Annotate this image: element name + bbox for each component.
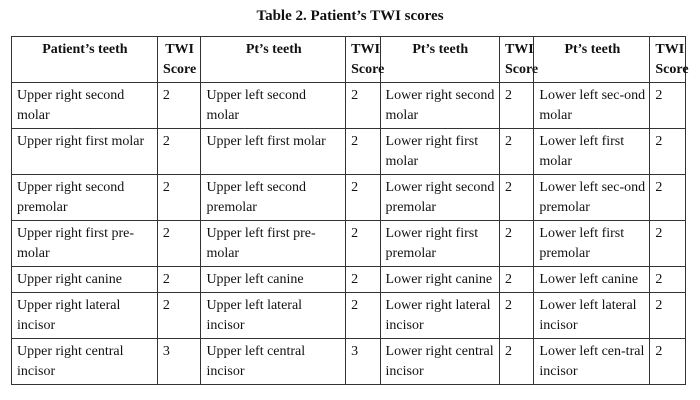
header-twi-score: TWI Score <box>498 36 538 83</box>
tooth-cell: Upper left first molar <box>200 128 347 175</box>
tooth-cell: Upper right second premolar <box>11 174 158 221</box>
tooth-cell: Upper left second molar <box>200 82 347 129</box>
header-patients-teeth: Patient’s teeth <box>11 36 158 83</box>
tooth-cell: Upper left first pre-molar <box>200 220 347 267</box>
header-pts-teeth: Pt’s teeth <box>533 36 651 83</box>
score-cell: 2 <box>156 128 202 175</box>
score-cell: 2 <box>498 128 535 175</box>
tooth-cell: Lower right first molar <box>379 128 500 175</box>
score-cell: 2 <box>345 82 381 129</box>
table-row: Upper right central incisor 3 Upper left… <box>11 338 686 385</box>
score-cell: 2 <box>345 174 381 221</box>
score-cell: 2 <box>156 220 202 267</box>
score-cell: 2 <box>156 174 202 221</box>
score-cell: 2 <box>649 220 686 267</box>
score-cell: 2 <box>649 174 686 221</box>
twi-scores-table: Patient’s teeth TWI Score Pt’s teeth TWI… <box>11 36 689 385</box>
score-cell: 2 <box>498 220 535 267</box>
header-twi-score: TWI Score <box>649 36 689 83</box>
score-cell: 2 <box>498 266 535 293</box>
table-row: Upper right second premolar 2 Upper left… <box>11 174 686 221</box>
tooth-cell: Upper right canine <box>11 266 158 293</box>
tooth-cell: Lower left lateral incisor <box>533 292 651 339</box>
table-row: Upper right lateral incisor 2 Upper left… <box>11 292 686 339</box>
tooth-cell: Upper left canine <box>200 266 347 293</box>
score-cell: 2 <box>649 82 686 129</box>
tooth-cell: Lower left first premolar <box>533 220 651 267</box>
score-cell: 2 <box>498 174 535 221</box>
score-cell: 2 <box>156 266 202 293</box>
tooth-cell: Upper right central incisor <box>11 338 158 385</box>
tooth-cell: Lower right second premolar <box>379 174 500 221</box>
tooth-cell: Lower right central incisor <box>379 338 500 385</box>
table-row: Upper right second molar 2 Upper left se… <box>11 82 686 129</box>
tooth-cell: Lower left canine <box>533 266 651 293</box>
score-cell: 2 <box>498 292 535 339</box>
tooth-cell: Upper right second molar <box>11 82 158 129</box>
tooth-cell: Lower right canine <box>379 266 500 293</box>
table-row: Upper right first molar 2 Upper left fir… <box>11 128 686 175</box>
score-cell: 2 <box>649 266 686 293</box>
score-cell: 2 <box>345 266 381 293</box>
tooth-cell: Upper right first pre-molar <box>11 220 158 267</box>
table-caption: Table 2. Patient’s TWI scores <box>256 8 444 24</box>
table-header-row: Patient’s teeth TWI Score Pt’s teeth TWI… <box>11 36 689 83</box>
score-cell: 2 <box>498 338 535 385</box>
score-cell: 2 <box>649 128 686 175</box>
tooth-cell: Upper left lateral incisor <box>200 292 347 339</box>
tooth-cell: Lower left sec-ond premolar <box>533 174 651 221</box>
header-twi-score: TWI Score <box>156 36 202 83</box>
tooth-cell: Upper right first molar <box>11 128 158 175</box>
header-pts-teeth: Pt’s teeth <box>200 36 347 83</box>
tooth-cell: Upper left second premolar <box>200 174 347 221</box>
tooth-cell: Upper left central incisor <box>200 338 347 385</box>
header-pts-teeth: Pt’s teeth <box>379 36 500 83</box>
tooth-cell: Lower right second molar <box>379 82 500 129</box>
tooth-cell: Lower right first premolar <box>379 220 500 267</box>
tooth-cell: Lower right lateral incisor <box>379 292 500 339</box>
score-cell: 3 <box>345 338 381 385</box>
score-cell: 2 <box>649 338 686 385</box>
score-cell: 2 <box>345 220 381 267</box>
score-cell: 2 <box>498 82 535 129</box>
tooth-cell: Lower left cen-tral incisor <box>533 338 651 385</box>
tooth-cell: Lower left first molar <box>533 128 651 175</box>
score-cell: 2 <box>649 292 686 339</box>
tooth-cell: Lower left sec-ond molar <box>533 82 651 129</box>
tooth-cell: Upper right lateral incisor <box>11 292 158 339</box>
header-twi-score: TWI Score <box>345 36 384 83</box>
table-row: Upper right canine 2 Upper left canine 2… <box>11 266 686 293</box>
score-cell: 2 <box>345 292 381 339</box>
table-row: Upper right first pre-molar 2 Upper left… <box>11 220 686 267</box>
score-cell: 3 <box>156 338 202 385</box>
score-cell: 2 <box>156 82 202 129</box>
score-cell: 2 <box>156 292 202 339</box>
score-cell: 2 <box>345 128 381 175</box>
